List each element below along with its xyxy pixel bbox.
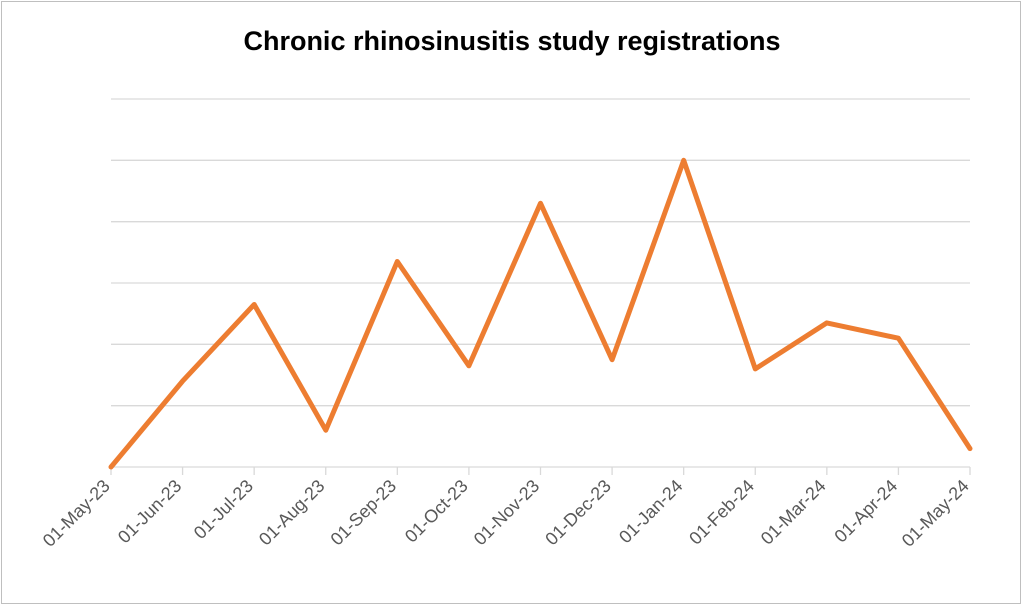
x-tick-label: 01-May-24 [898,476,973,551]
gridlines [111,98,970,407]
x-axis [110,466,971,475]
x-tick-label: 01-Jan-24 [615,476,686,547]
series-line [108,157,973,470]
x-tick-label: 01-Jun-23 [114,476,185,547]
x-tick-label: 01-Jul-23 [190,476,257,543]
x-tick-label: 01-Oct-23 [401,476,472,547]
x-tick-labels: 01-May-23 01-Jun-23 01-Jul-2301-Aug-2301-S… [39,476,973,551]
x-tick-label: 01-Dec-23 [541,476,615,550]
x-tick-label: 01-Nov-23 [470,476,544,550]
x-tick-label: 01-Sep-23 [327,476,401,550]
x-tick-label: 01-Aug-23 [255,476,329,550]
series-layer [108,157,973,470]
x-tick-label: 01-Feb-24 [685,476,758,549]
chart-title: Chronic rhinosinusitis study registratio… [243,26,781,56]
x-tick-label: 01-May-23 [39,476,114,551]
x-tick-label: 01-Mar-24 [757,476,830,549]
x-tick-label: 01-Apr-24 [831,476,902,547]
